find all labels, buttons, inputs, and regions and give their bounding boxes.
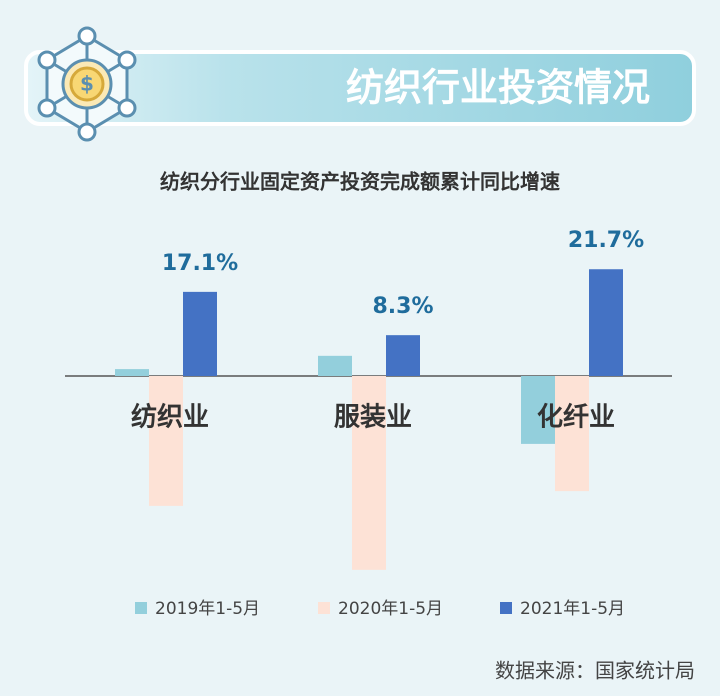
bar <box>555 376 589 492</box>
header-title: 纺织行业投资情况 <box>346 66 650 110</box>
bar <box>386 335 420 376</box>
bar <box>149 376 183 506</box>
legend-label: 2019年1-5月 <box>155 599 260 619</box>
bar <box>589 269 623 376</box>
category-label: 纺织业 <box>131 402 209 433</box>
chart-title: 纺织分行业固定资产投资完成额累计同比增速 <box>160 170 560 194</box>
category-label: 服装业 <box>334 403 412 433</box>
icon: $ <box>37 26 137 142</box>
bar <box>318 355 352 376</box>
legend-swatch <box>318 602 330 614</box>
svg-text:$: $ <box>80 72 94 96</box>
source: 数据来源：国家统计局 <box>495 659 695 683</box>
legend-label: 2021年1-5月 <box>520 599 625 619</box>
bar <box>352 376 386 570</box>
bar <box>183 291 217 376</box>
legend-swatch <box>500 602 512 614</box>
value-label: 21.7% <box>568 228 644 253</box>
bar <box>115 369 149 376</box>
value-label: 17.1% <box>162 251 238 276</box>
bar <box>521 376 555 444</box>
legend-label: 2020年1-5月 <box>338 599 443 619</box>
legend-swatch <box>135 602 147 614</box>
value-label: 8.3% <box>372 294 433 319</box>
banner <box>24 50 696 126</box>
category-label: 化纤业 <box>537 403 615 433</box>
